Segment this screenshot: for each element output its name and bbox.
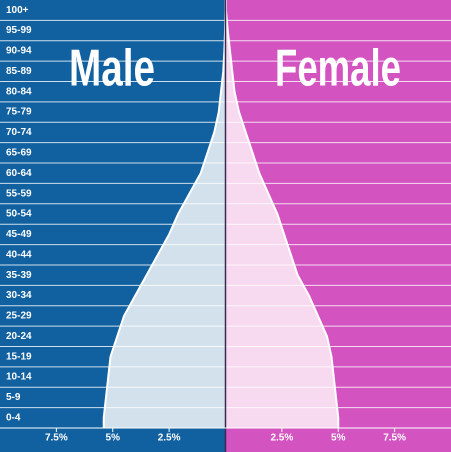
x-tick-label: 7.5% bbox=[383, 433, 406, 444]
area bbox=[225, 0, 339, 428]
y-tick-label: 35-39 bbox=[6, 270, 32, 281]
line bbox=[102, 0, 227, 428]
y-tick-label: 55-59 bbox=[6, 188, 32, 199]
x-tick-label: 5% bbox=[106, 433, 121, 444]
y-tick-label: 20-24 bbox=[6, 331, 32, 342]
y-tick-label: 80-84 bbox=[6, 86, 32, 97]
y-tick-label: 75-79 bbox=[6, 107, 32, 118]
area bbox=[103, 0, 226, 428]
y-tick-label: 40-44 bbox=[6, 249, 32, 260]
y-tick-label: 30-34 bbox=[6, 290, 32, 301]
y-tick-label: 5-9 bbox=[6, 392, 21, 403]
y-tick-label: 60-64 bbox=[6, 168, 32, 179]
line bbox=[224, 0, 340, 428]
x-tick-label: 7.5% bbox=[45, 433, 68, 444]
x-tick-label: 2.5% bbox=[270, 433, 293, 444]
x-tick-label: 2.5% bbox=[158, 433, 181, 444]
y-tick-label: 70-74 bbox=[6, 127, 32, 138]
legend-label: Male bbox=[69, 40, 155, 98]
y-tick-label: 15-19 bbox=[6, 351, 32, 362]
legend-label: Female bbox=[275, 40, 401, 98]
y-tick-label: 50-54 bbox=[6, 209, 32, 220]
y-tick-label: 90-94 bbox=[6, 46, 32, 57]
y-tick-label: 85-89 bbox=[6, 66, 32, 77]
y-tick-label: 100+ bbox=[6, 5, 29, 16]
y-tick-label: 10-14 bbox=[6, 372, 32, 383]
y-tick-label: 45-49 bbox=[6, 229, 32, 240]
y-tick-label: 95-99 bbox=[6, 25, 32, 36]
y-tick-label: 0-4 bbox=[6, 412, 21, 423]
x-tick-label: 5% bbox=[331, 433, 346, 444]
y-tick-label: 25-29 bbox=[6, 311, 32, 322]
y-tick-label: 65-69 bbox=[6, 147, 32, 158]
